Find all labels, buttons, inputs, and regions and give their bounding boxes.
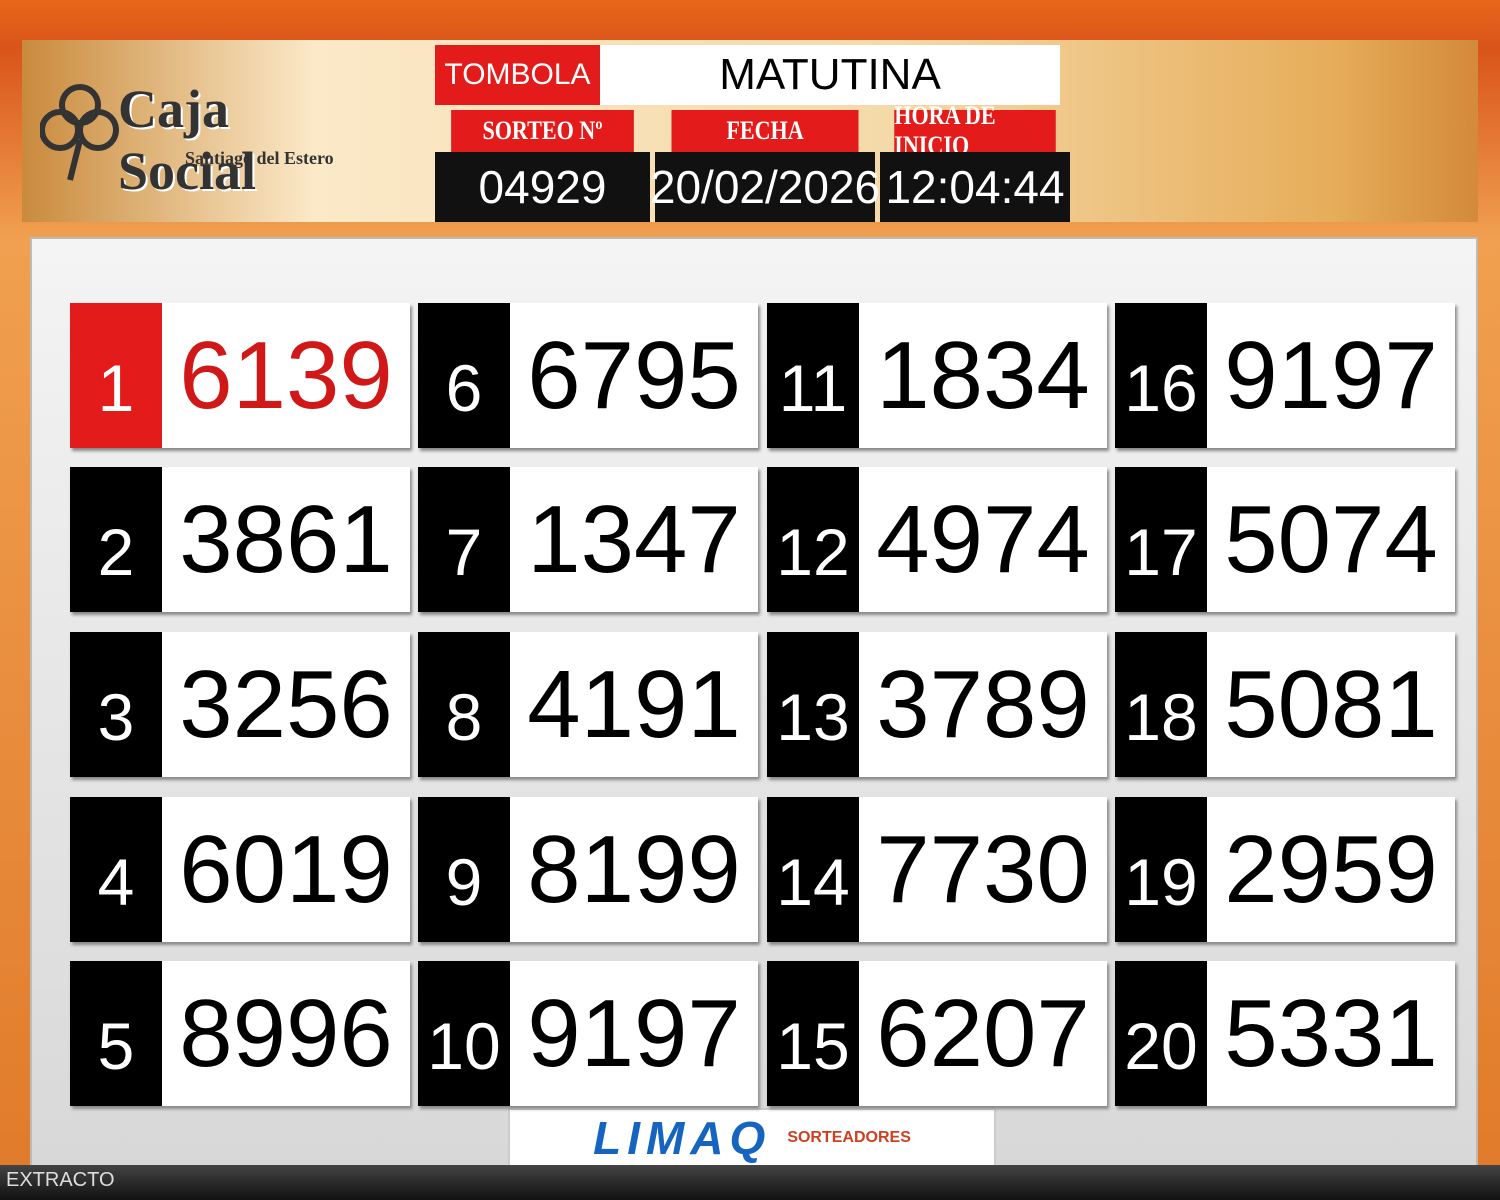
result-position: 16 — [1115, 303, 1207, 448]
result-number: 3256 — [179, 650, 393, 758]
time-label: HORA DE INICIO — [894, 101, 1056, 160]
result-position: 20 — [1115, 961, 1207, 1106]
result-cell: 1 6139 — [70, 303, 410, 448]
result-position: 15 — [767, 961, 859, 1106]
result-position: 10 — [418, 961, 510, 1106]
result-number: 5081 — [1224, 650, 1438, 758]
result-number: 5331 — [1224, 979, 1438, 1087]
result-number: 8199 — [527, 815, 741, 923]
result-position: 8 — [418, 632, 510, 777]
draw-label: SORTEO Nº — [451, 110, 634, 152]
result-position: 6 — [418, 303, 510, 448]
result-position: 19 — [1115, 797, 1207, 942]
result-number: 8996 — [179, 979, 393, 1087]
result-position: 13 — [767, 632, 859, 777]
result-cell: 2 3861 — [70, 467, 410, 612]
result-cell: 9 8199 — [418, 797, 758, 942]
result-cell: 19 2959 — [1115, 797, 1455, 942]
result-cell: 4 6019 — [70, 797, 410, 942]
result-position: 14 — [767, 797, 859, 942]
result-cell: 3 3256 — [70, 632, 410, 777]
result-number: 4191 — [527, 650, 741, 758]
result-number: 3861 — [179, 485, 393, 593]
sponsor-sub: SORTEADORES — [787, 1129, 911, 1146]
result-cell: 15 6207 — [767, 961, 1107, 1106]
result-position: 3 — [70, 632, 162, 777]
result-number: 6019 — [179, 815, 393, 923]
result-number: 6207 — [876, 979, 1090, 1087]
logo: Caja Social Santiago del Estero — [40, 70, 360, 201]
result-cell: 13 3789 — [767, 632, 1107, 777]
time-value: 12:04:44 — [880, 152, 1070, 222]
result-cell: 6 6795 — [418, 303, 758, 448]
logo-name: Caja Social — [118, 79, 257, 201]
result-position: 5 — [70, 961, 162, 1106]
result-cell: 7 1347 — [418, 467, 758, 612]
result-number: 1834 — [876, 321, 1090, 429]
result-number: 9197 — [1224, 321, 1438, 429]
result-number: 6139 — [179, 321, 393, 429]
result-number: 3789 — [876, 650, 1090, 758]
result-cell: 8 4191 — [418, 632, 758, 777]
result-position: 1 — [70, 303, 162, 448]
draw-value: 04929 — [435, 152, 650, 222]
sponsor: LIMAQ SORTEADORES — [508, 1108, 996, 1168]
result-position: 9 — [418, 797, 510, 942]
result-number: 9197 — [527, 979, 741, 1087]
result-position: 11 — [767, 303, 859, 448]
result-number: 6795 — [527, 321, 741, 429]
result-cell: 5 8996 — [70, 961, 410, 1106]
result-number: 2959 — [1224, 815, 1438, 923]
result-cell: 16 9197 — [1115, 303, 1455, 448]
result-cell: 17 5074 — [1115, 467, 1455, 612]
date-label: FECHA — [671, 110, 859, 152]
result-number: 1347 — [527, 485, 741, 593]
logo-subtitle: Santiago del Estero — [185, 148, 334, 168]
status-bar: EXTRACTO — [0, 1165, 1500, 1200]
result-cell: 10 9197 — [418, 961, 758, 1106]
result-position: 2 — [70, 467, 162, 612]
result-number: 5074 — [1224, 485, 1438, 593]
result-cell: 12 4974 — [767, 467, 1107, 612]
logo-icon — [40, 84, 119, 181]
shift: MATUTINA — [600, 45, 1060, 105]
result-position: 7 — [418, 467, 510, 612]
date-value: 20/02/2026 — [650, 152, 880, 222]
result-number: 4974 — [876, 485, 1090, 593]
result-cell: 20 5331 — [1115, 961, 1455, 1106]
status-text: EXTRACTO — [6, 1169, 115, 1191]
result-cell: 18 5081 — [1115, 632, 1455, 777]
result-cell: 11 1834 — [767, 303, 1107, 448]
sponsor-name: LIMAQ — [593, 1112, 772, 1164]
result-number: 7730 — [876, 815, 1090, 923]
result-position: 17 — [1115, 467, 1207, 612]
result-position: 12 — [767, 467, 859, 612]
game-label: TOMBOLA — [435, 45, 600, 105]
result-position: 18 — [1115, 632, 1207, 777]
result-position: 4 — [70, 797, 162, 942]
result-cell: 14 7730 — [767, 797, 1107, 942]
